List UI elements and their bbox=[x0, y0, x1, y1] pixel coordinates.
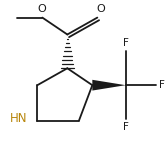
Text: O: O bbox=[37, 4, 46, 14]
Text: F: F bbox=[123, 122, 129, 132]
Text: O: O bbox=[96, 4, 105, 14]
Text: HN: HN bbox=[10, 113, 28, 126]
Text: F: F bbox=[123, 38, 129, 48]
Polygon shape bbox=[92, 80, 126, 91]
Text: F: F bbox=[159, 80, 165, 90]
